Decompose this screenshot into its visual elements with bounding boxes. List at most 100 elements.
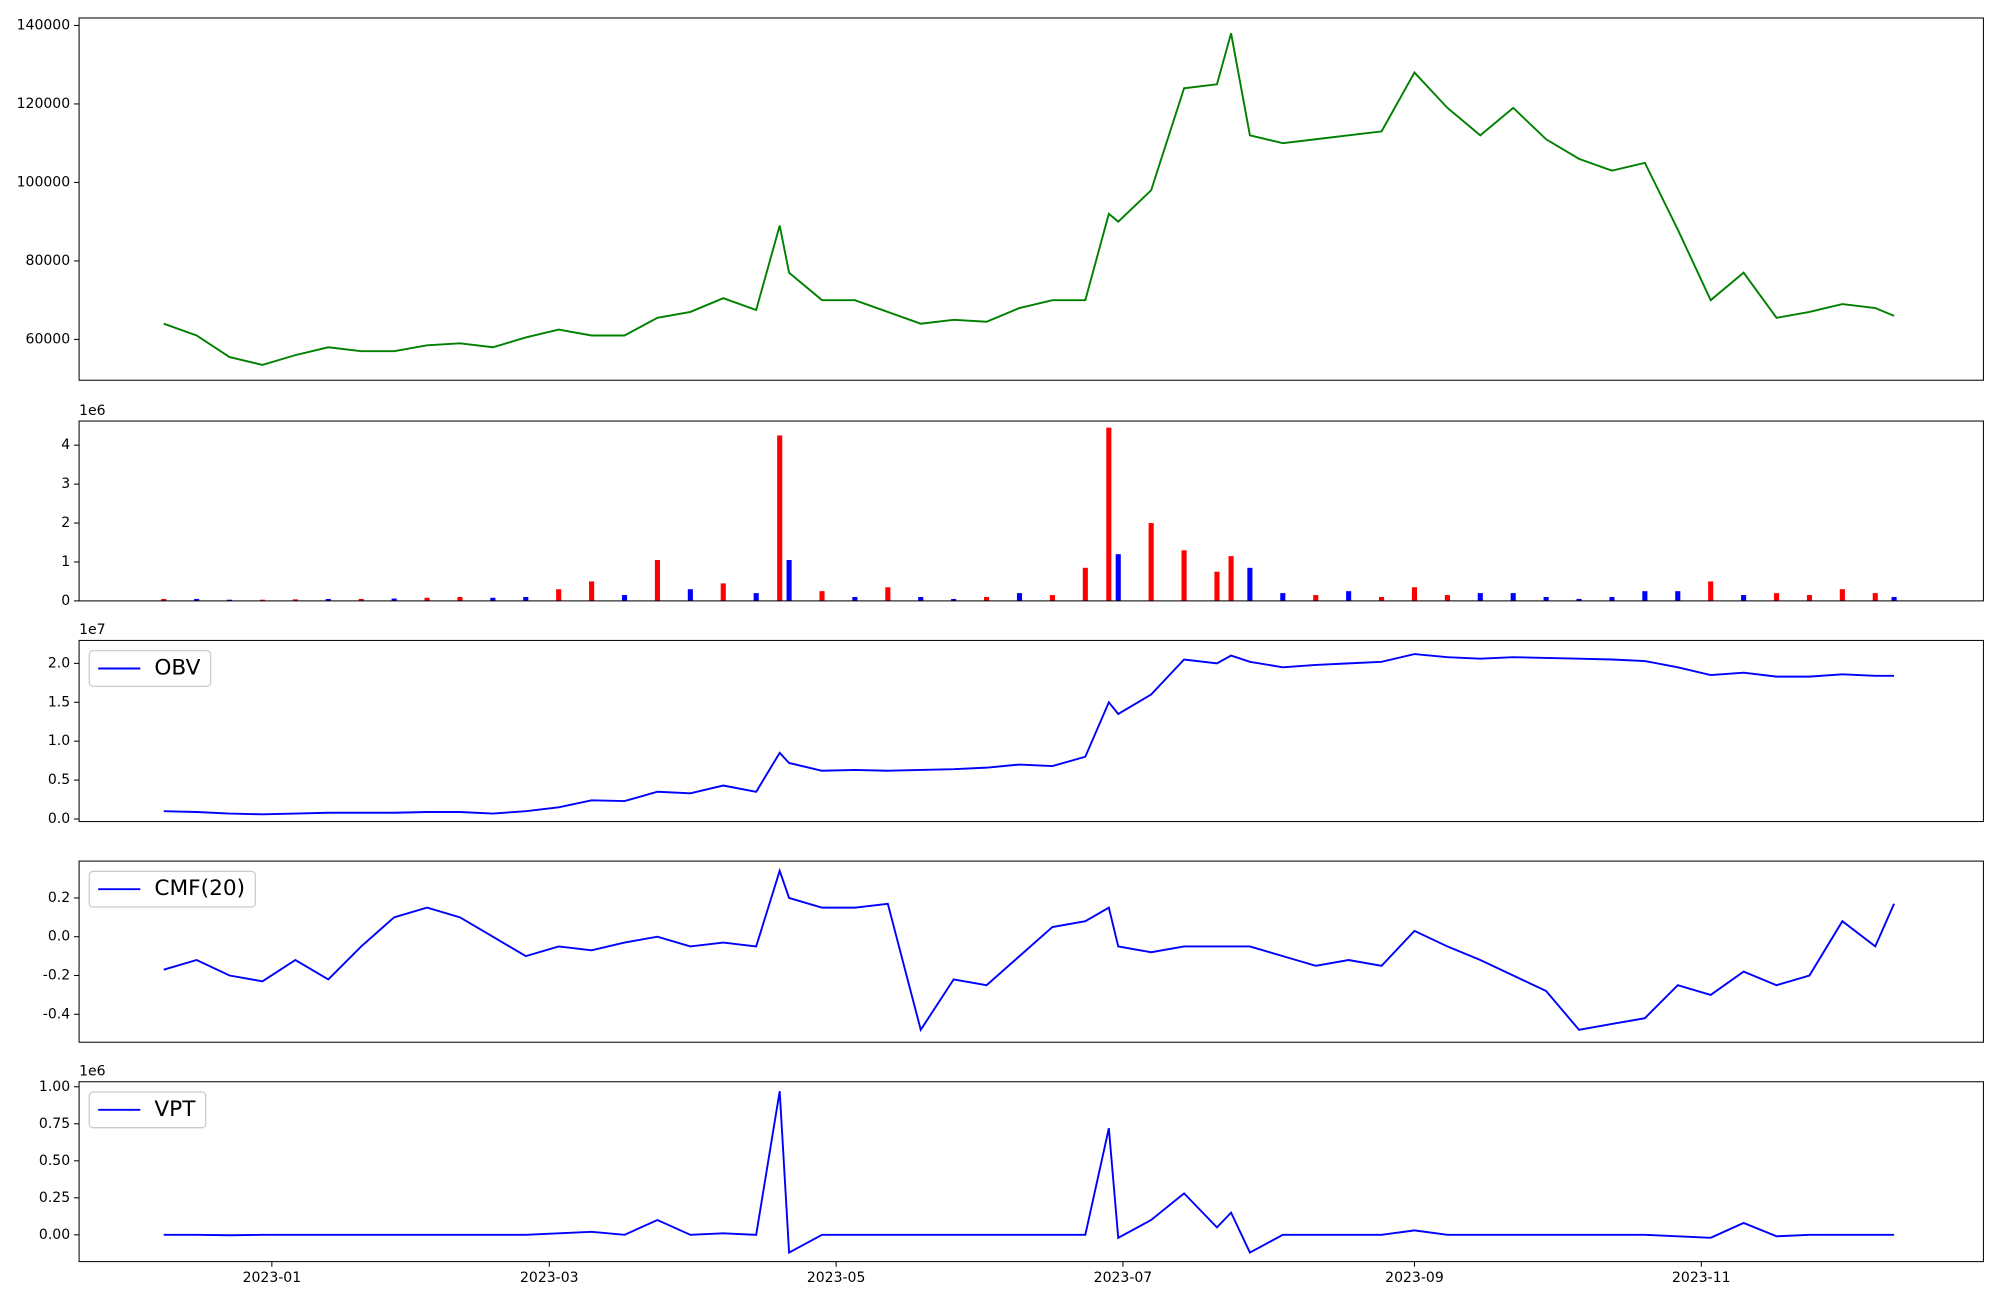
x-tick-label: 2023-09 — [1385, 1270, 1444, 1286]
volume-bar — [161, 598, 167, 601]
volume-bar — [523, 597, 529, 601]
volume-bar — [1181, 550, 1187, 601]
volume-bar — [1510, 593, 1516, 601]
volume-bar — [786, 560, 792, 601]
y-tick-label: 0.25 — [39, 1190, 70, 1206]
volume-bar — [490, 597, 496, 601]
y-tick-label: 100000 — [17, 174, 71, 190]
volume-bar — [1214, 571, 1220, 601]
offset-text: 1e6 — [79, 1064, 106, 1080]
y-tick-label: -0.2 — [43, 968, 70, 984]
volume-bar — [424, 597, 430, 601]
y-tick-label: 140000 — [17, 17, 71, 33]
volume-bar — [1675, 591, 1681, 601]
volume-bar — [918, 597, 924, 601]
volume-bar — [1346, 591, 1352, 601]
volume-bar — [226, 599, 233, 601]
offset-text: 1e7 — [79, 622, 105, 638]
volume-bar — [589, 581, 595, 601]
y-tick-label: 0.50 — [39, 1153, 70, 1169]
x-tick-label: 2023-05 — [807, 1270, 866, 1286]
plot-frame — [78, 860, 1984, 1043]
legend-box — [88, 1091, 207, 1129]
legend-box — [88, 870, 256, 908]
plot-background — [79, 421, 1984, 601]
volume-bar — [1477, 593, 1483, 601]
volume-bar — [259, 599, 266, 601]
volume-bar — [1806, 595, 1812, 601]
volume-bar — [358, 598, 364, 601]
indicator-line — [163, 867, 1895, 1033]
plot-frame — [78, 17, 1984, 381]
x-tick-label: 2023-07 — [1094, 1270, 1153, 1286]
legend-label: OBV — [154, 655, 200, 680]
volume-bar — [1411, 587, 1418, 601]
x-tick-label: 2023-01 — [243, 1270, 302, 1286]
volume-bar — [654, 560, 660, 601]
legend-box — [88, 650, 212, 687]
plot-background — [79, 1081, 1984, 1262]
y-tick-label: 0.5 — [48, 772, 70, 788]
plot-background — [79, 17, 1984, 381]
volume-bar — [852, 597, 858, 601]
y-tick-label: 0.0 — [48, 811, 70, 827]
volume-bar — [556, 589, 562, 601]
volume-bar — [885, 587, 891, 601]
y-tick-label: 1.5 — [48, 694, 70, 710]
y-tick-label: 80000 — [26, 253, 71, 269]
y-tick-label: 0.00 — [39, 1227, 70, 1243]
volume-bar — [1016, 593, 1023, 601]
indicator-line — [163, 653, 1895, 816]
volume-bar — [777, 435, 783, 601]
volume-bar — [753, 593, 759, 601]
volume-bar — [194, 598, 200, 601]
volume-bar — [1773, 593, 1780, 601]
y-tick-label: 60000 — [26, 331, 71, 347]
volume-bar — [1115, 554, 1121, 601]
volume-bar — [1247, 567, 1253, 601]
legend-label: CMF(20) — [154, 876, 245, 901]
plot-frame — [78, 1081, 1984, 1263]
indicator-line — [163, 1091, 1895, 1255]
volume-bar — [1839, 589, 1845, 601]
offset-text: 1e6 — [79, 403, 106, 419]
y-tick-label: 1 — [61, 554, 70, 570]
volume-bar — [1082, 567, 1088, 601]
volume-bar — [292, 599, 298, 601]
legend-label: VPT — [154, 1097, 196, 1122]
volume-bar — [1872, 593, 1878, 601]
volume-bar — [1148, 523, 1154, 601]
y-tick-label: 0 — [61, 593, 70, 609]
volume-bar — [1313, 595, 1319, 601]
volume-bar — [1049, 595, 1055, 601]
y-tick-label: 2 — [61, 515, 70, 531]
price-line — [163, 33, 1895, 366]
volume-bar — [1891, 597, 1897, 601]
y-tick-label: 2.0 — [48, 655, 70, 671]
volume-bar — [1543, 597, 1549, 601]
plot-background — [79, 861, 1984, 1043]
y-tick-label: 0.2 — [48, 890, 70, 906]
y-tick-label: 1.00 — [39, 1079, 70, 1095]
x-tick-label: 2023-11 — [1672, 1270, 1731, 1286]
volume-bar — [1576, 598, 1582, 601]
y-tick-label: 3 — [61, 476, 70, 492]
plot-frame — [78, 639, 1984, 823]
volume-bar — [457, 597, 463, 601]
y-tick-label: 4 — [61, 437, 70, 453]
volume-bar — [1228, 556, 1234, 601]
plot-frame — [78, 420, 1984, 602]
volume-bar — [1708, 581, 1714, 601]
y-tick-label: 0.0 — [48, 929, 70, 945]
volume-bar — [1609, 597, 1615, 601]
volume-bar — [984, 597, 990, 601]
volume-bar — [1379, 597, 1385, 601]
y-tick-label: 1.0 — [48, 733, 70, 749]
volume-bar — [1642, 591, 1648, 601]
plot-background — [79, 640, 1984, 822]
volume-bar — [687, 589, 693, 601]
volume-bar — [951, 598, 957, 601]
y-tick-label: 120000 — [17, 96, 71, 112]
volume-bar — [819, 591, 825, 601]
